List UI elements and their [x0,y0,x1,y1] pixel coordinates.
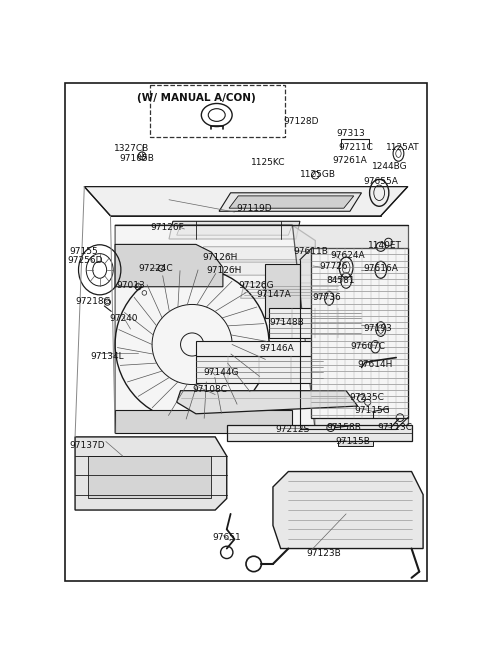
Text: 1140ET: 1140ET [368,240,402,250]
Text: 97119D: 97119D [237,204,272,214]
Polygon shape [115,225,315,433]
Text: 97726: 97726 [319,262,348,271]
Polygon shape [177,391,358,414]
Text: 97146A: 97146A [259,344,294,353]
Text: 97651: 97651 [212,533,241,542]
Polygon shape [229,196,354,208]
Text: 97134L: 97134L [90,352,124,361]
Text: 97224C: 97224C [138,263,173,273]
Text: 1327CB: 1327CB [114,145,149,153]
Text: 1125GB: 1125GB [300,170,336,179]
Text: 97115G: 97115G [355,406,390,415]
Text: 97126H: 97126H [202,253,238,262]
Text: 97147A: 97147A [257,290,291,299]
Polygon shape [312,248,408,418]
Polygon shape [227,425,411,441]
Text: 97155: 97155 [69,246,97,256]
Text: 1125KC: 1125KC [252,158,286,167]
Text: 97655A: 97655A [363,177,398,187]
Text: 97128D: 97128D [283,118,318,126]
Polygon shape [115,410,292,433]
Text: 97616A: 97616A [363,263,398,273]
Polygon shape [292,225,408,433]
Polygon shape [338,441,373,446]
Text: 1244BG: 1244BG [372,162,407,171]
Polygon shape [75,437,227,510]
Polygon shape [84,187,408,216]
Polygon shape [88,456,211,499]
Text: 97137D: 97137D [69,441,105,450]
Text: 97113C: 97113C [378,423,413,432]
Text: 97115B: 97115B [336,437,370,446]
Polygon shape [196,356,323,383]
Text: 97218G: 97218G [75,297,111,306]
Text: 97123B: 97123B [306,549,341,558]
Text: (W/ MANUAL A/CON): (W/ MANUAL A/CON) [137,93,255,102]
Polygon shape [265,263,300,317]
Text: 97235C: 97235C [349,393,384,402]
Polygon shape [115,244,223,286]
Text: 97108C: 97108C [192,385,227,394]
Text: 97624A: 97624A [330,250,364,260]
Text: 97148B: 97148B [269,317,304,327]
Text: 84581: 84581 [327,276,356,285]
Text: 97256D: 97256D [67,256,103,265]
Polygon shape [196,340,338,356]
Polygon shape [200,246,315,260]
Polygon shape [269,307,361,338]
Text: 97013: 97013 [117,281,145,290]
Text: 97211C: 97211C [338,143,373,152]
Text: 97736: 97736 [312,293,341,302]
Polygon shape [219,193,361,212]
Text: 97144G: 97144G [203,367,239,376]
Polygon shape [273,472,423,549]
Text: 97105B: 97105B [119,154,154,162]
Text: 97126F: 97126F [151,223,184,232]
Text: 97240: 97240 [109,313,137,323]
Text: 97614H: 97614H [358,360,393,369]
Text: 97261A: 97261A [332,156,367,165]
Text: 97126G: 97126G [238,281,274,290]
Text: 97313: 97313 [337,129,366,138]
Text: 97193: 97193 [364,324,393,332]
Text: 97126H: 97126H [207,266,242,275]
Polygon shape [240,283,338,298]
Polygon shape [169,221,300,239]
Polygon shape [177,225,292,235]
Text: 97158B: 97158B [327,423,362,432]
Text: 97611B: 97611B [293,246,328,256]
Text: 97212S: 97212S [275,425,310,434]
Polygon shape [200,262,315,275]
Text: 97607C: 97607C [350,342,385,351]
Text: 1125AT: 1125AT [386,143,420,152]
